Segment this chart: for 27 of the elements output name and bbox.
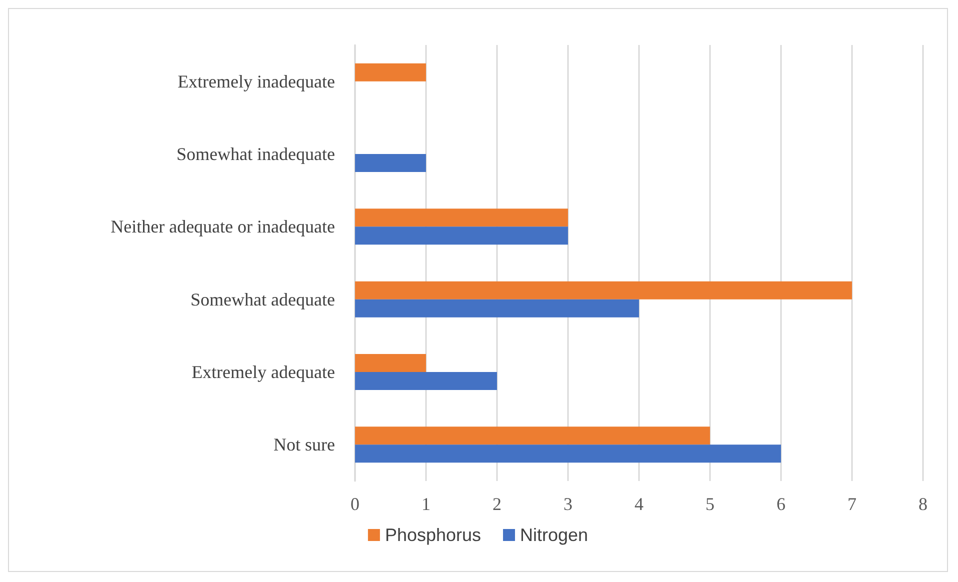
bar	[355, 226, 568, 245]
bar	[355, 281, 852, 300]
x-tick-label: 6	[776, 494, 786, 514]
bar	[355, 154, 426, 172]
legend-label: Phosphorus	[384, 525, 482, 545]
x-tick-label: 0	[350, 494, 360, 514]
legend-label: Nitrogen	[520, 525, 588, 545]
x-tick-label: 2	[492, 494, 502, 514]
x-tick-label: 8	[918, 494, 928, 514]
bar	[355, 354, 426, 372]
bar	[355, 426, 710, 445]
bar	[355, 63, 426, 82]
y-tick-label: Extremely adequate	[192, 362, 335, 382]
x-tick-label: 3	[564, 494, 572, 514]
x-tick-label: 7	[848, 494, 856, 514]
x-tick-label: 1	[422, 494, 430, 514]
y-tick-label: Somewhat inadequate	[176, 144, 336, 164]
bar	[355, 299, 639, 318]
y-tick-label: Not sure	[274, 434, 335, 455]
bar	[355, 444, 781, 463]
x-tick-label: 5	[706, 494, 714, 514]
x-tick-label: 4	[634, 494, 644, 514]
bar	[355, 372, 497, 390]
bar	[355, 208, 568, 227]
y-tick-label: Extremely inadequate	[178, 71, 336, 92]
y-tick-label: Somewhat adequate	[190, 289, 336, 310]
y-tick-label: Neither adequate or inadequate	[110, 216, 336, 237]
